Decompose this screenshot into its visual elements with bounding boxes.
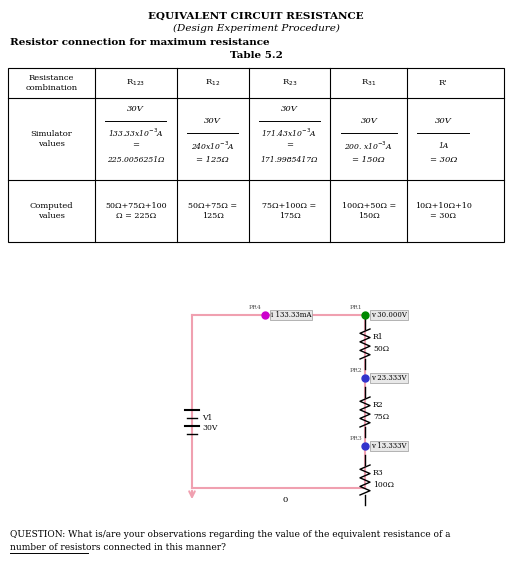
Text: Resistor connection for maximum resistance: Resistor connection for maximum resistan… [10, 38, 270, 47]
Text: = 150Ω: = 150Ω [352, 156, 385, 164]
Text: 100Ω: 100Ω [373, 481, 394, 489]
Text: EQUIVALENT CIRCUIT RESISTANCE: EQUIVALENT CIRCUIT RESISTANCE [148, 12, 364, 21]
Text: 0: 0 [283, 496, 288, 504]
Text: i 133.33mA: i 133.33mA [271, 311, 311, 319]
Text: 171.9985417Ω: 171.9985417Ω [261, 156, 318, 164]
Text: R$_{31}$: R$_{31}$ [361, 78, 376, 88]
Text: QUESTION: What is/are your observations regarding the value of the equivalent re: QUESTION: What is/are your observations … [10, 530, 451, 539]
Text: =: = [132, 141, 139, 149]
Text: PR4: PR4 [249, 305, 262, 310]
Text: PR2: PR2 [349, 368, 362, 373]
Text: 133.33x10$^{-3}$A: 133.33x10$^{-3}$A [108, 126, 164, 138]
Text: 30V: 30V [281, 105, 298, 113]
Text: R$_{123}$: R$_{123}$ [126, 78, 145, 88]
Text: = 30Ω: = 30Ω [430, 156, 457, 164]
Text: v 23.333V: v 23.333V [371, 374, 407, 382]
Text: 30V: 30V [204, 117, 221, 125]
Text: V1: V1 [202, 414, 212, 422]
Bar [8, 68, 504, 242]
Text: 10Ω+10Ω+10
= 30Ω: 10Ω+10Ω+10 = 30Ω [415, 202, 472, 220]
Text: v 13.333V: v 13.333V [371, 442, 407, 450]
Text: PR1: PR1 [349, 305, 362, 310]
Text: 75Ω+100Ω =
175Ω: 75Ω+100Ω = 175Ω [262, 202, 316, 220]
Text: = 125Ω: = 125Ω [196, 156, 229, 164]
Text: 30V: 30V [435, 117, 452, 125]
Text: R$_{12}$: R$_{12}$ [205, 78, 220, 88]
Text: 171.43x10$^{-3}$A: 171.43x10$^{-3}$A [262, 126, 317, 138]
Text: (Design Experiment Procedure): (Design Experiment Procedure) [173, 24, 339, 33]
Text: 240x10$^{-3}$A: 240x10$^{-3}$A [190, 140, 234, 152]
Text: =: = [286, 141, 293, 149]
Text: R2: R2 [373, 401, 383, 409]
Text: R1: R1 [373, 333, 383, 341]
Text: 225.0056251Ω: 225.0056251Ω [107, 156, 164, 164]
Text: Computed
values: Computed values [30, 202, 73, 220]
Text: PR3: PR3 [349, 436, 362, 441]
Text: 50Ω: 50Ω [373, 345, 389, 353]
Text: 100Ω+50Ω =
150Ω: 100Ω+50Ω = 150Ω [342, 202, 396, 220]
Text: 50Ω+75Ω+100
Ω = 225Ω: 50Ω+75Ω+100 Ω = 225Ω [105, 202, 166, 220]
Text: Simulator
values: Simulator values [31, 130, 72, 148]
Text: v 30.000V: v 30.000V [371, 311, 407, 319]
Text: number of resistors connected in this manner?: number of resistors connected in this ma… [10, 543, 226, 552]
Text: 75Ω: 75Ω [373, 413, 389, 421]
Text: R$_{23}$: R$_{23}$ [282, 78, 297, 88]
Text: 200. x10$^{-3}$A: 200. x10$^{-3}$A [345, 140, 393, 152]
Text: 30V: 30V [127, 105, 144, 113]
Text: R3: R3 [373, 469, 384, 477]
Text: R': R' [439, 79, 447, 87]
Text: Table 5.2: Table 5.2 [229, 51, 283, 60]
Text: Resistance
combination: Resistance combination [25, 74, 77, 92]
Text: 50Ω+75Ω =
125Ω: 50Ω+75Ω = 125Ω [188, 202, 237, 220]
Text: 30V: 30V [202, 423, 218, 431]
Text: 30V: 30V [360, 117, 377, 125]
Text: 1A: 1A [438, 141, 449, 149]
